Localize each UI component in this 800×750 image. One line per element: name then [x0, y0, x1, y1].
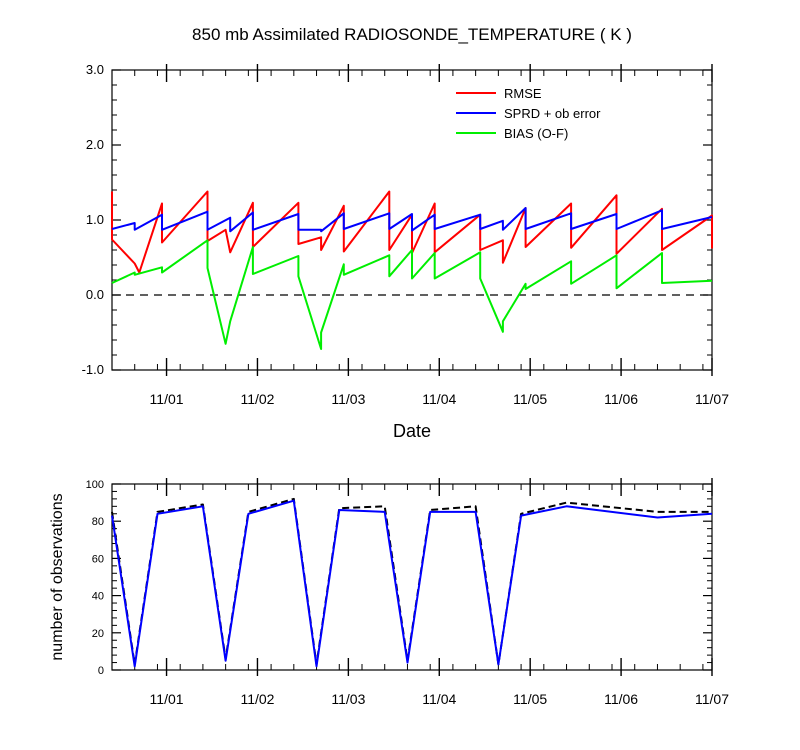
chart-title: 850 mb Assimilated RADIOSONDE_TEMPERATUR…	[192, 25, 632, 44]
top-x-axis: 11/01 11/02 11/03 11/04 11/05 11/06 11/07	[111, 64, 729, 407]
bottom-y-axis: 0 20 40 60 80 100	[86, 479, 712, 677]
bottom-x-axis: 11/01 11/02 11/03 11/04 11/05 11/06 11/07	[111, 478, 729, 707]
x-tick-label: 11/07	[695, 391, 729, 407]
x-tick-label: 11/06	[604, 391, 638, 407]
bottom-series-group	[111, 497, 713, 668]
x-tick-label: 11/01	[150, 391, 184, 407]
y-tick-label: 0	[98, 665, 104, 677]
y-tick-label: 40	[92, 591, 104, 603]
top-panel: -1.00.01.02.03.0 11/01 11/02 11/03 11/04 11/…	[82, 62, 730, 441]
legend: RMSE SPRD + ob error BIAS (O-F)	[456, 86, 601, 141]
series-line-2	[111, 499, 713, 668]
bottom-y-axis-label: number of observations	[49, 493, 66, 660]
y-tick-label: -1.0	[82, 362, 104, 377]
y-tick-label: 20	[92, 628, 104, 640]
bottom-plot-frame	[111, 483, 713, 671]
legend-label: SPRD + ob error	[504, 106, 601, 121]
x-tick-label: 11/03	[331, 391, 365, 407]
y-tick-label: 100	[86, 479, 104, 491]
x-tick-label: 11/04	[422, 691, 456, 707]
x-tick-label: 11/05	[513, 691, 547, 707]
legend-label: RMSE	[504, 86, 542, 101]
y-tick-label: 1.0	[86, 212, 104, 227]
x-tick-label: 11/03	[331, 691, 365, 707]
x-tick-label: 11/01	[150, 691, 184, 707]
x-tick-label: 11/02	[240, 391, 274, 407]
x-tick-label: 11/06	[604, 691, 638, 707]
series-bias-o-f	[111, 239, 713, 350]
top-x-axis-label: Date	[393, 421, 431, 441]
legend-label: BIAS (O-F)	[504, 126, 568, 141]
y-tick-label: 0.0	[86, 287, 104, 302]
top-series-group	[111, 190, 713, 350]
series-sprd-ob-error	[111, 207, 713, 233]
x-tick-label: 11/02	[240, 691, 274, 707]
x-tick-label: 11/07	[695, 691, 729, 707]
series-line-1	[111, 497, 712, 666]
y-tick-label: 2.0	[86, 137, 104, 152]
x-tick-label: 11/04	[422, 391, 456, 407]
y-tick-label: 60	[92, 553, 104, 565]
y-tick-label: 3.0	[86, 62, 104, 77]
y-tick-label: 80	[92, 516, 104, 528]
x-tick-label: 11/05	[513, 391, 547, 407]
